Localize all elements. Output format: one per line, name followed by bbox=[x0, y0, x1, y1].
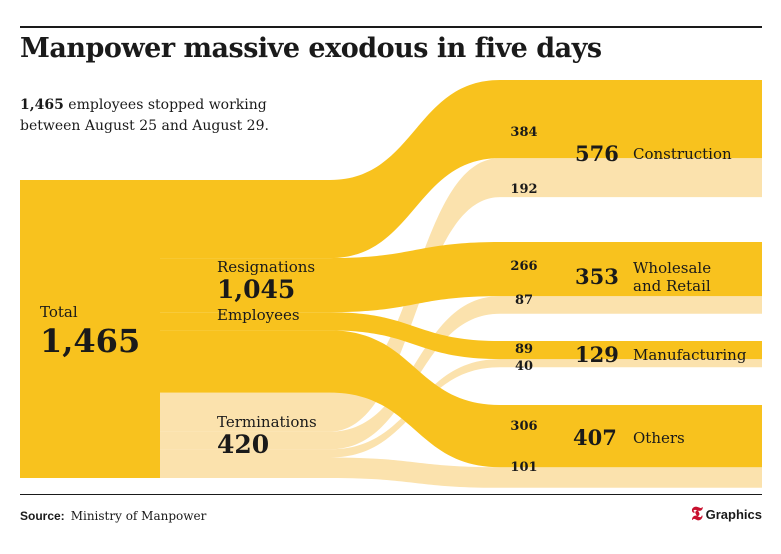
construction-value: 576 bbox=[575, 141, 619, 166]
others-name: Others bbox=[633, 429, 685, 447]
source-text: Ministry of Manpower bbox=[70, 509, 207, 523]
terminations-to-others-flow bbox=[160, 457, 762, 488]
flow-label: 306 bbox=[510, 419, 538, 434]
total-value: 1,465 bbox=[40, 322, 141, 360]
top-rule bbox=[20, 26, 762, 28]
wholesale-name-line: and Retail bbox=[633, 277, 711, 295]
others-value: 407 bbox=[573, 425, 617, 450]
resignations-to-construction-flow bbox=[160, 80, 762, 259]
total-label: Total bbox=[40, 303, 78, 321]
total-block bbox=[20, 180, 160, 478]
source-label: Source: bbox=[20, 509, 65, 523]
manufacturing-value: 129 bbox=[575, 342, 619, 367]
resignations-flows bbox=[160, 80, 762, 468]
flow-label: 89 bbox=[514, 342, 534, 357]
wholesale-value: 353 bbox=[575, 264, 619, 289]
wholesale-name-line: Wholesale bbox=[633, 259, 712, 277]
flow-label: 384 bbox=[510, 125, 538, 140]
resignations-sub: Employees bbox=[217, 306, 300, 324]
flow-label: 87 bbox=[514, 293, 534, 308]
terminations-flows bbox=[160, 158, 762, 488]
resignations-value: 1,045 bbox=[217, 275, 296, 304]
subtitle-text: employees stopped working between August… bbox=[20, 97, 269, 134]
page-title: Manpower massive exodous in five days bbox=[20, 33, 602, 64]
terminations-label: Terminations bbox=[217, 413, 317, 431]
construction-name: Construction bbox=[633, 145, 732, 163]
bottom-rule bbox=[20, 494, 762, 495]
subtitle: 1,465 employees stopped working between … bbox=[20, 95, 310, 137]
subtitle-count: 1,465 bbox=[20, 97, 64, 113]
resignations-to-wholesale-flow bbox=[160, 242, 762, 313]
terminations-to-construction-flow bbox=[160, 158, 762, 432]
manufacturing-name: Manufacturing bbox=[633, 346, 747, 364]
resignations-to-others-flow bbox=[160, 330, 762, 468]
wholesale-name: Wholesale and Retail bbox=[633, 259, 711, 295]
terminations-value: 420 bbox=[217, 430, 270, 459]
resignations-to-manufacturing-flow bbox=[160, 312, 762, 360]
flow-label: 266 bbox=[510, 259, 538, 274]
flow-label: 40 bbox=[514, 359, 534, 374]
terminations-to-wholesale-flow bbox=[160, 296, 762, 450]
flow-label: 101 bbox=[510, 460, 538, 475]
flow-label: 192 bbox=[510, 182, 538, 197]
newspaper-logo-icon: 𝕿 bbox=[690, 503, 703, 525]
logo-text: Graphics bbox=[705, 507, 762, 522]
source-note: Source: Ministry of Manpower bbox=[20, 509, 206, 523]
graphics-logo: 𝕿 Graphics bbox=[691, 505, 762, 524]
resignations-label: Resignations bbox=[217, 258, 316, 276]
